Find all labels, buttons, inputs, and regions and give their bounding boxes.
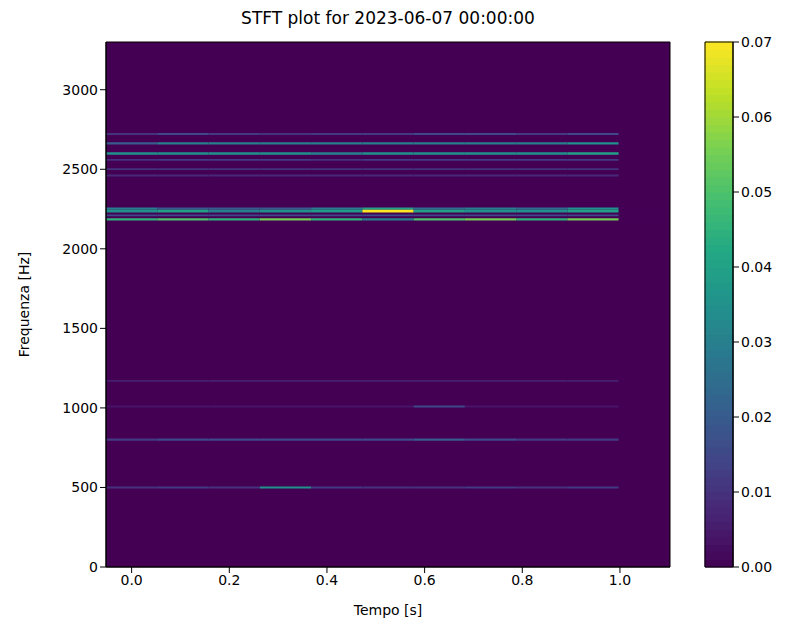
svg-text:0.05: 0.05 <box>741 184 772 200</box>
svg-text:2500: 2500 <box>62 161 98 177</box>
svg-text:0.00: 0.00 <box>741 559 772 575</box>
svg-text:3000: 3000 <box>62 82 98 98</box>
svg-text:0.6: 0.6 <box>413 572 435 588</box>
svg-text:0.01: 0.01 <box>741 484 772 500</box>
svg-text:500: 500 <box>71 479 98 495</box>
svg-text:1500: 1500 <box>62 320 98 336</box>
svg-text:Frequenza [Hz]: Frequenza [Hz] <box>16 252 32 358</box>
svg-text:0.2: 0.2 <box>218 572 240 588</box>
svg-text:2000: 2000 <box>62 241 98 257</box>
svg-text:0.03: 0.03 <box>741 334 772 350</box>
svg-text:0.06: 0.06 <box>741 109 772 125</box>
svg-text:0.04: 0.04 <box>741 259 772 275</box>
svg-text:1.0: 1.0 <box>609 572 631 588</box>
svg-text:0.8: 0.8 <box>511 572 533 588</box>
html-text:STFT plot for 2023-06-07 00:00: STFT plot for 2023-06-07 00:00:00 <box>241 8 535 28</box>
svg-text:0: 0 <box>89 559 98 575</box>
svg-text:0.07: 0.07 <box>741 34 772 50</box>
svg-text:1000: 1000 <box>62 400 98 416</box>
svg-text:0.02: 0.02 <box>741 409 772 425</box>
svg-text:0.0: 0.0 <box>121 572 143 588</box>
svg-text:0.4: 0.4 <box>316 572 338 588</box>
svg-text:Tempo [s]: Tempo [s] <box>353 602 423 618</box>
